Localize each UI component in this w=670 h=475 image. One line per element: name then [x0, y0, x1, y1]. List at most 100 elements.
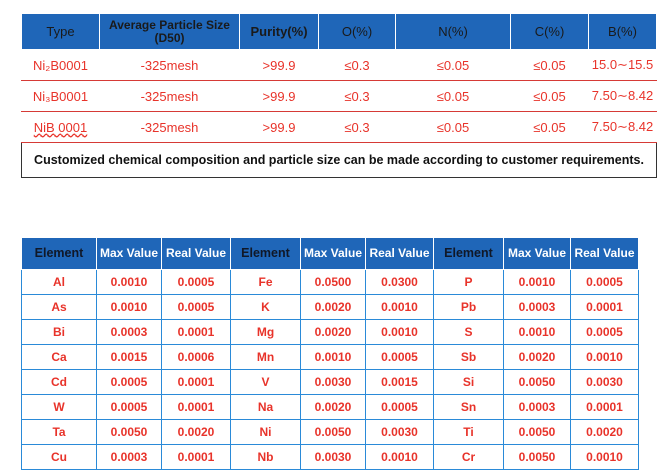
element-name: Cd — [21, 369, 97, 395]
header-real-value: Real Value — [161, 237, 231, 270]
table-row: Cu 0.0003 0.0001 Nb 0.0030 0.0010 Cr 0.0050 0.00… — [21, 444, 639, 470]
header-oxygen: O(%) — [318, 13, 396, 50]
real-value: 0.0001 — [570, 394, 639, 420]
max-value: 0.0005 — [96, 369, 162, 395]
real-value: 0.0010 — [365, 319, 434, 345]
max-value: 0.0003 — [503, 294, 571, 320]
table-row: Ta 0.0050 0.0020 Ni 0.0050 0.0030 Ti 0.0050 0.00… — [21, 419, 639, 445]
max-value: 0.0030 — [300, 369, 366, 395]
real-value: 0.0001 — [161, 394, 231, 420]
real-value: 0.0001 — [161, 444, 231, 470]
header-element: Element — [21, 237, 97, 270]
element-name: V — [230, 369, 301, 395]
max-value: 0.0003 — [96, 444, 162, 470]
product-type: Ni₂B0001 — [21, 49, 100, 81]
purity-value: >99.9 — [239, 49, 319, 81]
header-max-value: Max Value — [503, 237, 571, 270]
real-value: 0.0001 — [161, 319, 231, 345]
element-name: P — [433, 269, 504, 295]
max-value: 0.0010 — [503, 319, 571, 345]
real-value: 0.0010 — [365, 294, 434, 320]
carbon-value: ≤0.05 — [510, 111, 589, 143]
element-name: Ta — [21, 419, 97, 445]
max-value: 0.0010 — [96, 294, 162, 320]
purity-value: >99.9 — [239, 80, 319, 112]
table-row: NiB 0001 -325mesh >99.9 ≤0.3 ≤0.05 ≤0.05… — [21, 111, 657, 143]
real-value: 0.0006 — [161, 344, 231, 370]
real-value: 0.0015 — [365, 369, 434, 395]
oxygen-value: ≤0.3 — [318, 80, 396, 112]
header-element: Element — [230, 237, 301, 270]
nitrogen-value: ≤0.05 — [395, 80, 511, 112]
header-max-value: Max Value — [96, 237, 162, 270]
max-value: 0.0050 — [96, 419, 162, 445]
real-value: 0.0010 — [570, 344, 639, 370]
element-name: Sb — [433, 344, 504, 370]
element-name: Cr — [433, 444, 504, 470]
boron-value: 7.50∼8.42 — [588, 80, 657, 112]
table-row: Al 0.0010 0.0005 Fe 0.0500 0.0300 P 0.0010 0.000… — [21, 269, 639, 295]
real-value: 0.0005 — [161, 269, 231, 295]
real-value: 0.0005 — [365, 394, 434, 420]
real-value: 0.0300 — [365, 269, 434, 295]
element-name: Nb — [230, 444, 301, 470]
element-name: Ca — [21, 344, 97, 370]
element-name: As — [21, 294, 97, 320]
real-value: 0.0010 — [570, 444, 639, 470]
oxygen-value: ≤0.3 — [318, 49, 396, 81]
max-value: 0.0015 — [96, 344, 162, 370]
max-value: 0.0020 — [300, 294, 366, 320]
max-value: 0.0010 — [96, 269, 162, 295]
real-value: 0.0020 — [161, 419, 231, 445]
element-name: Ni — [230, 419, 301, 445]
element-name: Al — [21, 269, 97, 295]
header-max-value: Max Value — [300, 237, 366, 270]
table-row: Cd 0.0005 0.0001 V 0.0030 0.0015 Si 0.0050 0.003… — [21, 369, 639, 395]
element-name: Bi — [21, 319, 97, 345]
boron-value: 7.50∼8.42 — [588, 111, 657, 143]
element-name: Sn — [433, 394, 504, 420]
real-value: 0.0005 — [161, 294, 231, 320]
customization-note: Customized chemical composition and part… — [21, 142, 657, 178]
table-row: Ni₂B0001 -325mesh >99.9 ≤0.3 ≤0.05 ≤0.05… — [21, 49, 657, 81]
max-value: 0.0050 — [503, 444, 571, 470]
table-row: As 0.0010 0.0005 K 0.0020 0.0010 Pb 0.0003 0.000… — [21, 294, 639, 320]
element-name: Cu — [21, 444, 97, 470]
table-row: Ni₃B0001 -325mesh >99.9 ≤0.3 ≤0.05 ≤0.05… — [21, 80, 657, 112]
impurity-header-row: Element Max Value Real Value Element Max… — [21, 237, 639, 270]
element-name: Fe — [230, 269, 301, 295]
header-element: Element — [433, 237, 504, 270]
table-row: W 0.0005 0.0001 Na 0.0020 0.0005 Sn 0.0003 0.000… — [21, 394, 639, 420]
element-name: K — [230, 294, 301, 320]
element-name: S — [433, 319, 504, 345]
impurity-table: Element Max Value Real Value Element Max… — [21, 237, 639, 470]
max-value: 0.0050 — [503, 419, 571, 445]
header-carbon: C(%) — [510, 13, 589, 50]
header-real-value: Real Value — [570, 237, 639, 270]
element-name: W — [21, 394, 97, 420]
element-name: Na — [230, 394, 301, 420]
max-value: 0.0010 — [300, 344, 366, 370]
real-value: 0.0020 — [570, 419, 639, 445]
particle-size: -325mesh — [99, 49, 240, 81]
table-row: Bi 0.0003 0.0001 Mg 0.0020 0.0010 S 0.0010 0.000… — [21, 319, 639, 345]
particle-size: -325mesh — [99, 111, 240, 143]
max-value: 0.0030 — [300, 444, 366, 470]
max-value: 0.0003 — [503, 394, 571, 420]
max-value: 0.0005 — [96, 394, 162, 420]
max-value: 0.0020 — [300, 319, 366, 345]
product-spec-table: Type Average Particle Size (D50) Purity(… — [21, 13, 657, 178]
max-value: 0.0020 — [503, 344, 571, 370]
carbon-value: ≤0.05 — [510, 49, 589, 81]
header-real-value: Real Value — [365, 237, 434, 270]
carbon-value: ≤0.05 — [510, 80, 589, 112]
real-value: 0.0005 — [365, 344, 434, 370]
max-value: 0.0500 — [300, 269, 366, 295]
real-value: 0.0010 — [365, 444, 434, 470]
nitrogen-value: ≤0.05 — [395, 111, 511, 143]
max-value: 0.0020 — [300, 394, 366, 420]
header-boron: B(%) — [588, 13, 657, 50]
product-type: NiB 0001 — [21, 111, 100, 143]
real-value: 0.0030 — [570, 369, 639, 395]
product-type: Ni₃B0001 — [21, 80, 100, 112]
